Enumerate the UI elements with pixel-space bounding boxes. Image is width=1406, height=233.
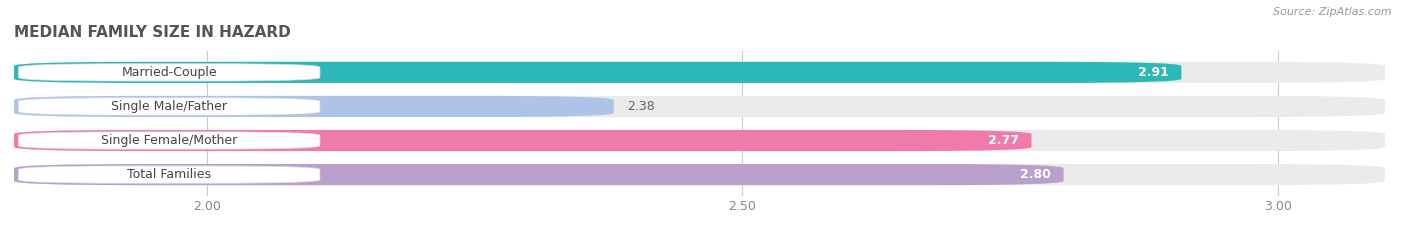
FancyBboxPatch shape — [14, 62, 1181, 83]
Text: 2.80: 2.80 — [1019, 168, 1050, 181]
FancyBboxPatch shape — [18, 98, 321, 115]
FancyBboxPatch shape — [14, 96, 614, 117]
FancyBboxPatch shape — [14, 164, 1385, 185]
Text: 2.91: 2.91 — [1137, 66, 1168, 79]
Text: Married-Couple: Married-Couple — [121, 66, 217, 79]
Text: Single Female/Mother: Single Female/Mother — [101, 134, 238, 147]
Text: 2.77: 2.77 — [987, 134, 1018, 147]
FancyBboxPatch shape — [18, 64, 321, 81]
FancyBboxPatch shape — [14, 130, 1385, 151]
FancyBboxPatch shape — [14, 96, 1385, 117]
FancyBboxPatch shape — [14, 62, 1385, 83]
FancyBboxPatch shape — [14, 164, 1063, 185]
Text: Single Male/Father: Single Male/Father — [111, 100, 228, 113]
Text: 2.38: 2.38 — [627, 100, 654, 113]
FancyBboxPatch shape — [18, 166, 321, 183]
Text: MEDIAN FAMILY SIZE IN HAZARD: MEDIAN FAMILY SIZE IN HAZARD — [14, 25, 291, 40]
FancyBboxPatch shape — [18, 132, 321, 149]
Text: Total Families: Total Families — [127, 168, 211, 181]
Text: Source: ZipAtlas.com: Source: ZipAtlas.com — [1274, 7, 1392, 17]
FancyBboxPatch shape — [14, 130, 1032, 151]
